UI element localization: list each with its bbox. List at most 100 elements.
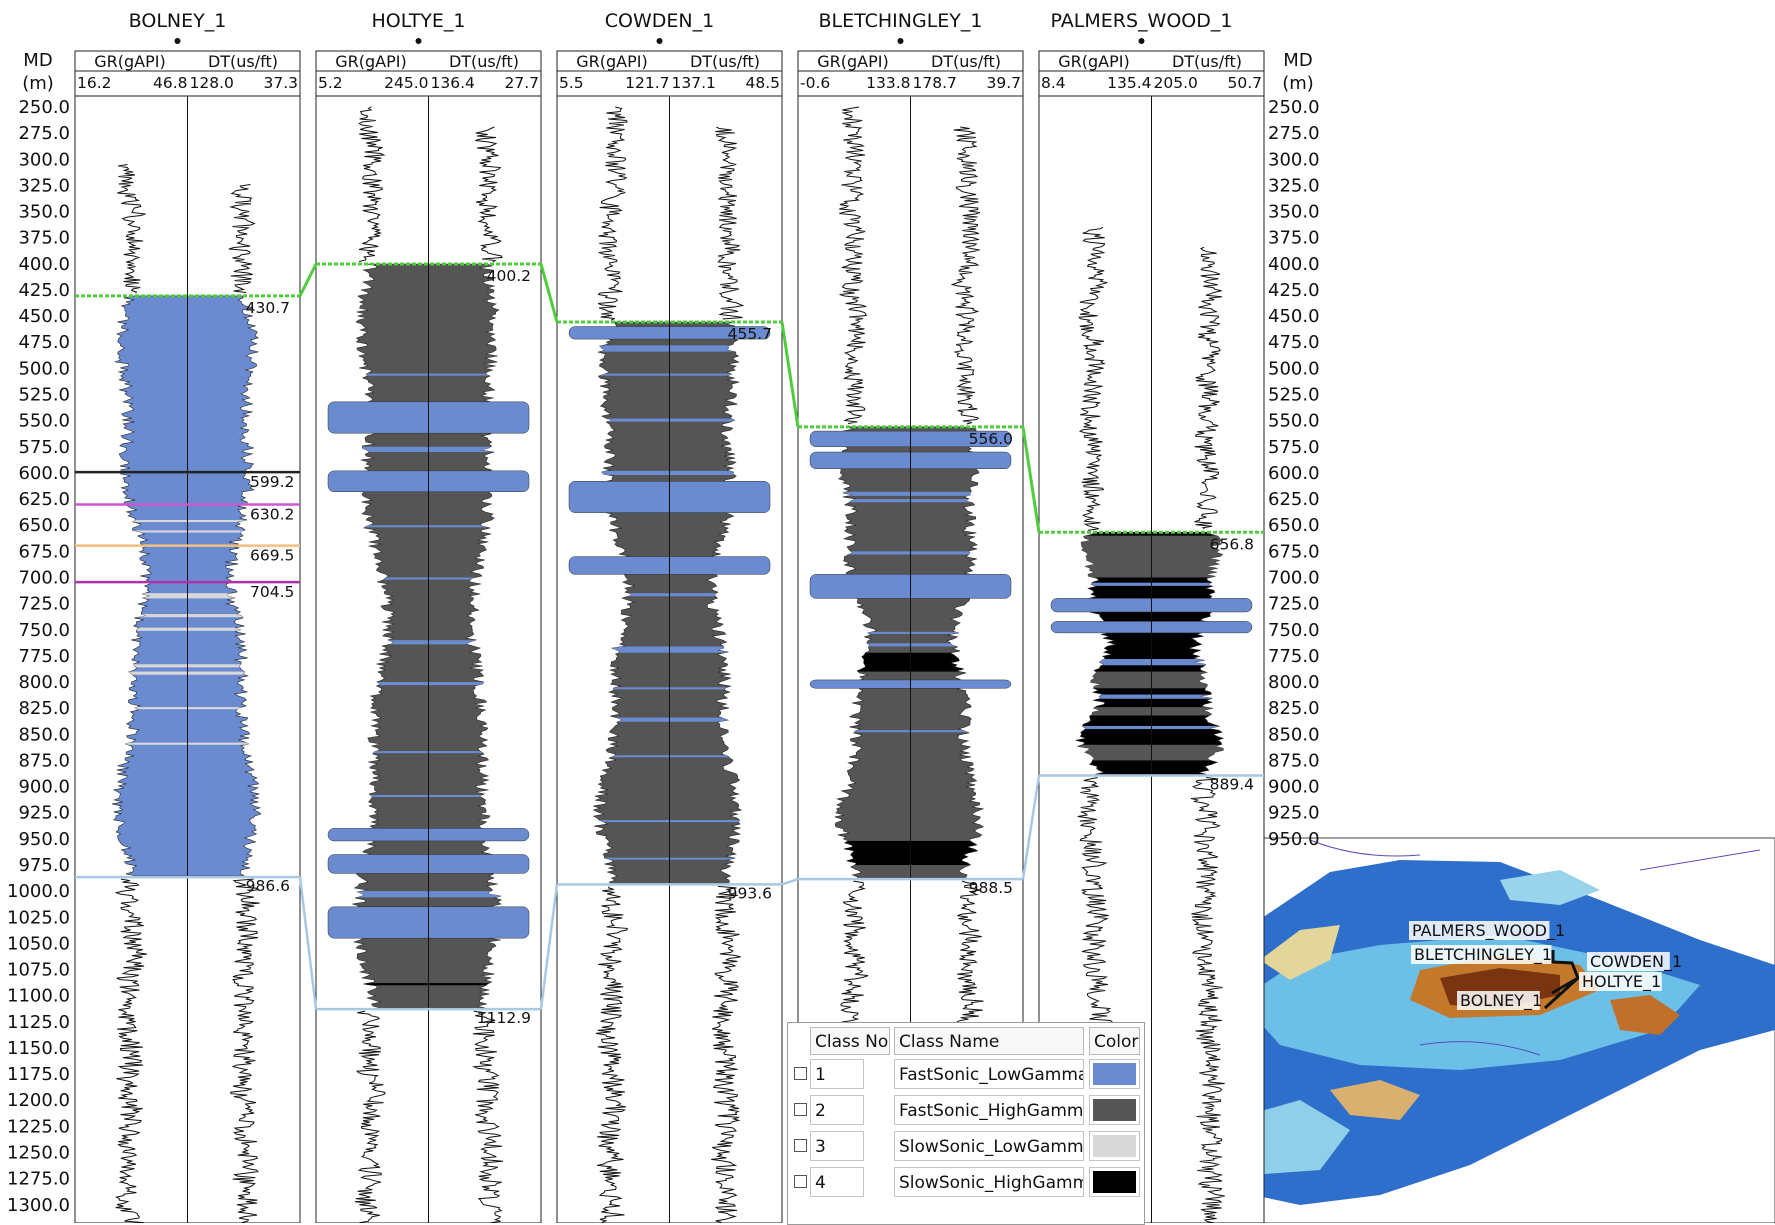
depth-tick-label: 925.0 bbox=[1268, 803, 1320, 824]
depth-tick-label: 825.0 bbox=[18, 698, 70, 719]
depth-tick-label: 850.0 bbox=[18, 724, 70, 745]
dt-scale-min: 178.7 bbox=[913, 74, 957, 92]
zone-top-depth: 455.7 bbox=[728, 325, 772, 343]
depth-tick-label: 825.0 bbox=[1268, 698, 1320, 719]
well-track: BOLNEY_1 GR(gAPI) DT(us/ft) 16.2 46.8 128.0 37… bbox=[74, 10, 301, 1223]
map-surface: PALMERS_WOOD_1 BLETCHINGLEY_1 COWDEN_1HOLT… bbox=[1179, 839, 1775, 1205]
map-label-bg bbox=[1579, 972, 1662, 991]
facies-band bbox=[352, 640, 502, 645]
class-checkbox[interactable] bbox=[794, 1175, 807, 1188]
gr-scale-max: 133.8 bbox=[866, 74, 910, 92]
zone-bottom-connector bbox=[539, 884, 559, 1010]
map-well-label: PALMERS_WOOD_1 bbox=[1412, 921, 1565, 941]
legend-class-name: SlowSonic_HighGamma bbox=[894, 1167, 1084, 1197]
marker-depth: 599.2 bbox=[250, 473, 294, 491]
facies-band bbox=[834, 631, 984, 634]
dt-curve bbox=[950, 126, 981, 425]
facies-band bbox=[593, 687, 742, 690]
depth-tick-label: 350.0 bbox=[1268, 202, 1320, 223]
legend-class-name: SlowSonic_LowGamma bbox=[894, 1131, 1084, 1161]
well-marker-dot bbox=[1138, 38, 1145, 44]
depth-tick-label: 950.0 bbox=[1268, 829, 1320, 850]
well-name: BLETCHINGLEY_1 bbox=[819, 10, 983, 32]
zone-top-depth: 656.8 bbox=[1210, 535, 1254, 553]
depth-tick-label: 625.0 bbox=[18, 489, 70, 510]
depth-tick-label: 925.0 bbox=[18, 803, 70, 824]
depth-tick-label: 450.0 bbox=[1268, 306, 1320, 327]
depth-tick-label: 550.0 bbox=[18, 411, 70, 432]
dt-curve bbox=[475, 126, 503, 263]
facies-band bbox=[834, 499, 984, 503]
map-label-bg bbox=[1409, 921, 1550, 940]
facies-band bbox=[593, 593, 742, 597]
gr-curve-label: GR(gAPI) bbox=[335, 52, 406, 71]
depth-tick-label: 1300.0 bbox=[7, 1195, 70, 1216]
gr-curve bbox=[839, 106, 867, 424]
facies-band bbox=[834, 491, 984, 496]
dt-scale-min: 136.4 bbox=[431, 74, 475, 92]
map-well-label: COWDEN_1 bbox=[1590, 952, 1682, 972]
facies-band bbox=[1075, 659, 1224, 666]
facies-band bbox=[834, 730, 984, 733]
marker-depth: 669.5 bbox=[250, 547, 294, 565]
facies-band bbox=[1075, 694, 1224, 699]
class-checkbox[interactable] bbox=[794, 1067, 807, 1080]
dt-curve bbox=[1190, 777, 1225, 1223]
zone-bottom-connector bbox=[781, 877, 799, 886]
depth-tick-label: 875.0 bbox=[18, 750, 70, 771]
depth-tick-label: 675.0 bbox=[18, 541, 70, 562]
facies-band bbox=[112, 519, 261, 523]
facies-band bbox=[1075, 535, 1224, 578]
facies-band bbox=[352, 373, 502, 376]
legend-row: 2 FastSonic_HighGamma bbox=[788, 1093, 1144, 1129]
depth-tick-label: 700.0 bbox=[1268, 567, 1320, 588]
zone-top-depth: 430.7 bbox=[246, 299, 290, 317]
legend-header-color: Color bbox=[1089, 1027, 1140, 1055]
depth-tick-label: 1225.0 bbox=[7, 1116, 70, 1137]
depth-tick-label: 875.0 bbox=[1268, 750, 1320, 771]
map-region bbox=[1610, 995, 1680, 1035]
gr-scale-max: 121.7 bbox=[625, 74, 669, 92]
dt-curve-label: DT(us/ft) bbox=[208, 52, 278, 71]
well-connection-line bbox=[1551, 950, 1580, 995]
facies-band bbox=[1075, 707, 1224, 716]
gr-curve-label: GR(gAPI) bbox=[1058, 52, 1129, 71]
map-region bbox=[1330, 1080, 1420, 1120]
map-label-bg bbox=[1411, 945, 1552, 964]
depth-tick-label: 425.0 bbox=[1268, 280, 1320, 301]
well-connection-line bbox=[1543, 976, 1580, 1010]
well-marker-dot bbox=[656, 38, 663, 44]
well-name: COWDEN_1 bbox=[605, 10, 714, 32]
gr-curve bbox=[114, 878, 147, 1223]
depth-tick-label: 975.0 bbox=[18, 855, 70, 876]
zone-bottom-connector bbox=[1021, 775, 1041, 880]
md-axis-unit-right: (m) bbox=[1282, 73, 1314, 94]
zone-top-connector bbox=[780, 321, 800, 428]
facies-band bbox=[593, 373, 742, 376]
class-checkbox[interactable] bbox=[794, 1139, 807, 1152]
depth-tick-label: 725.0 bbox=[18, 594, 70, 615]
depth-tick-label: 400.0 bbox=[18, 254, 70, 275]
gr-curve bbox=[354, 1010, 386, 1223]
legend-class-no: 3 bbox=[810, 1131, 864, 1161]
well-marker-dot bbox=[897, 38, 904, 44]
facies-band bbox=[352, 446, 502, 453]
well-name: BOLNEY_1 bbox=[129, 10, 227, 32]
facies-band bbox=[352, 682, 502, 686]
md-axis-unit-left: (m) bbox=[22, 73, 54, 94]
depth-tick-label: 600.0 bbox=[18, 463, 70, 484]
depth-tick-label: 775.0 bbox=[1268, 646, 1320, 667]
facies-band bbox=[1075, 671, 1224, 689]
zone-bottom-depth: 986.6 bbox=[246, 877, 290, 895]
gr-scale-min: -0.6 bbox=[800, 74, 830, 92]
facies-band bbox=[112, 530, 261, 533]
dt-curve bbox=[228, 184, 256, 293]
depth-tick-label: 275.0 bbox=[1268, 123, 1320, 144]
map-label-bg bbox=[1457, 991, 1540, 1010]
legend-class-no: 2 bbox=[810, 1095, 864, 1125]
depth-tick-label: 1175.0 bbox=[7, 1064, 70, 1085]
map-label-bg bbox=[1587, 952, 1670, 971]
class-checkbox[interactable] bbox=[794, 1103, 807, 1116]
well-name: HOLTYE_1 bbox=[371, 10, 465, 32]
dt-curve bbox=[472, 1010, 504, 1223]
